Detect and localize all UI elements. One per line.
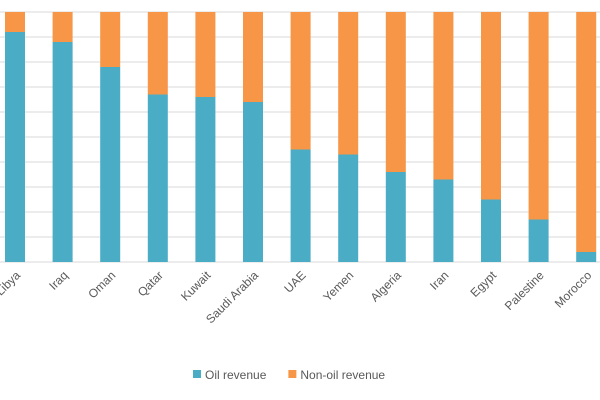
bar <box>385 12 406 172</box>
bar <box>576 12 597 252</box>
x-tick-label: Oman <box>85 268 118 301</box>
bar <box>290 12 311 150</box>
x-tick-label: Morocco <box>552 268 595 311</box>
bar <box>481 199 501 262</box>
bar <box>338 154 359 262</box>
bar <box>385 172 406 262</box>
bar <box>576 252 597 262</box>
bar <box>433 179 454 262</box>
x-tick-label: Libya <box>0 268 23 298</box>
x-tick-label: Iran <box>427 268 452 293</box>
legend-swatch <box>193 370 201 378</box>
x-tick-label: Kuwait <box>178 268 214 304</box>
bar <box>147 94 168 262</box>
x-tick-label: UAE <box>281 268 308 295</box>
bar <box>195 97 216 262</box>
legend-label: Non-oil revenue <box>300 368 385 382</box>
bar <box>100 67 121 262</box>
x-tick-label: Palestine <box>502 268 547 313</box>
bar <box>243 102 263 262</box>
x-tick-label: Qatar <box>135 268 166 299</box>
bar <box>195 12 216 97</box>
bar <box>433 12 454 180</box>
bar <box>528 12 549 220</box>
x-tick-label: Egypt <box>468 268 500 300</box>
bar <box>147 12 168 95</box>
bar <box>5 12 25 32</box>
bar <box>338 12 359 155</box>
x-tick-label: Algeria <box>368 268 405 305</box>
bar <box>52 12 73 42</box>
bar <box>290 149 311 262</box>
bar <box>100 12 121 67</box>
bar <box>52 42 73 262</box>
legend-swatch <box>288 370 297 378</box>
bar <box>481 12 501 200</box>
bar <box>5 32 25 262</box>
bar <box>243 12 263 102</box>
x-tick-label: Yemen <box>320 268 356 304</box>
legend-label: Oil revenue <box>205 368 267 382</box>
bar <box>528 219 549 262</box>
x-tick-label: Iraq <box>46 268 71 293</box>
